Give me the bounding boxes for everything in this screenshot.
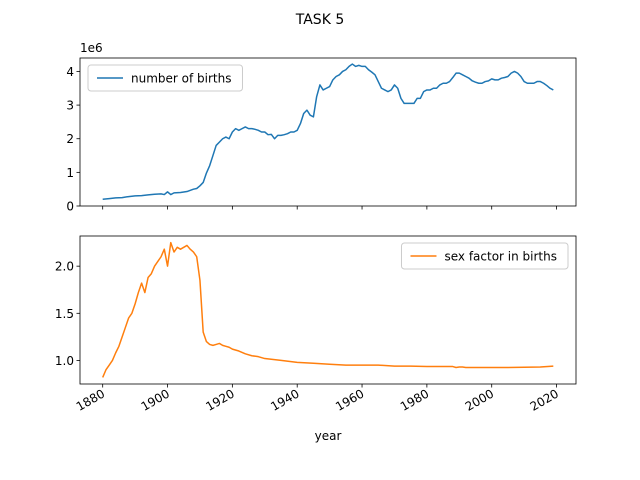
axes-frame-0 <box>79 57 577 207</box>
births-panel: 0 1 2 3 4 1e6 number of births <box>66 41 577 214</box>
y-tick-label-0-3: 3 <box>66 99 74 113</box>
x-tick-label-1-4: 1960 <box>333 386 366 413</box>
x-tick-label-1-3: 1940 <box>268 386 301 413</box>
sex-factor-panel: 1.0 1.5 2.0 1880 1900 1920 1940 1960 1980 2000 202… <box>55 235 577 443</box>
x-tick-label-1-0: 1880 <box>74 386 107 413</box>
legend-label-1: sex factor in births <box>444 250 557 264</box>
y-tick-label-0-2: 2 <box>66 132 74 146</box>
legend-box-1 <box>400 242 569 270</box>
y-tick-label-1-0: 1.0 <box>55 354 74 368</box>
x-tick-label-1-2: 1920 <box>203 386 236 413</box>
series-line-1-0 <box>102 241 554 378</box>
x-tick-label-1-1: 1900 <box>139 386 172 413</box>
y-tick-label-1-2: 2.0 <box>55 260 74 274</box>
axes-frame-1 <box>79 235 577 385</box>
y-tick-label-1-1: 1.5 <box>55 307 74 321</box>
legend-1: sex factor in births <box>400 242 569 270</box>
legend-label-0: number of births <box>131 72 231 86</box>
y-tick-label-0-0: 0 <box>66 200 74 214</box>
x-tick-label-1-7: 2020 <box>528 386 561 413</box>
y-tick-label-0-1: 1 <box>66 166 74 180</box>
legend-0: number of births <box>87 64 243 92</box>
y-tick-label-0-4: 4 <box>66 65 74 79</box>
legend-box-0 <box>87 64 243 92</box>
x-tick-label-1-6: 2000 <box>463 386 496 413</box>
x-tick-label-1-5: 1980 <box>398 386 431 413</box>
x-axis-label-1: year <box>315 429 342 443</box>
series-line-0-0 <box>102 63 554 201</box>
y-offset-label-0: 1e6 <box>80 41 103 55</box>
figure-title: TASK 5 <box>295 12 344 28</box>
